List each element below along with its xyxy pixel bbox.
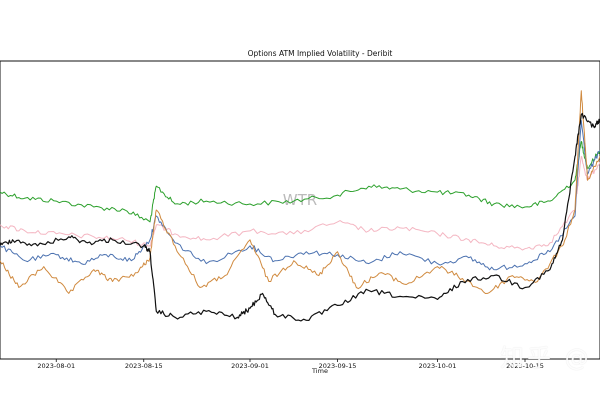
x-tick-label: 2023-09-01	[231, 362, 269, 370]
x-tick-label: 2023-08-15	[125, 362, 163, 370]
series-line-2	[0, 120, 600, 271]
plot-area-frame	[0, 60, 600, 360]
zhihu-watermark: 知乎 @	[500, 344, 592, 372]
series-line-4	[0, 112, 600, 322]
x-axis-ticks: 2023-08-01 2023-08-15 2023-09-01 2023-09-15…	[37, 359, 544, 370]
chart-title: Options ATM Implied Volatility - Deribit	[248, 49, 393, 58]
x-tick-label: 2023-09-15	[319, 362, 357, 370]
chart-watermark: WTR	[283, 191, 317, 209]
series-group	[0, 90, 600, 322]
x-axis-label: Time	[311, 367, 328, 375]
series-line-1	[0, 155, 600, 251]
series-line-0	[0, 141, 600, 223]
x-tick-label: 2023-10-01	[419, 362, 457, 370]
x-tick-label: 2023-10-15	[506, 362, 544, 370]
x-tick-label: 2023-08-01	[37, 362, 75, 370]
